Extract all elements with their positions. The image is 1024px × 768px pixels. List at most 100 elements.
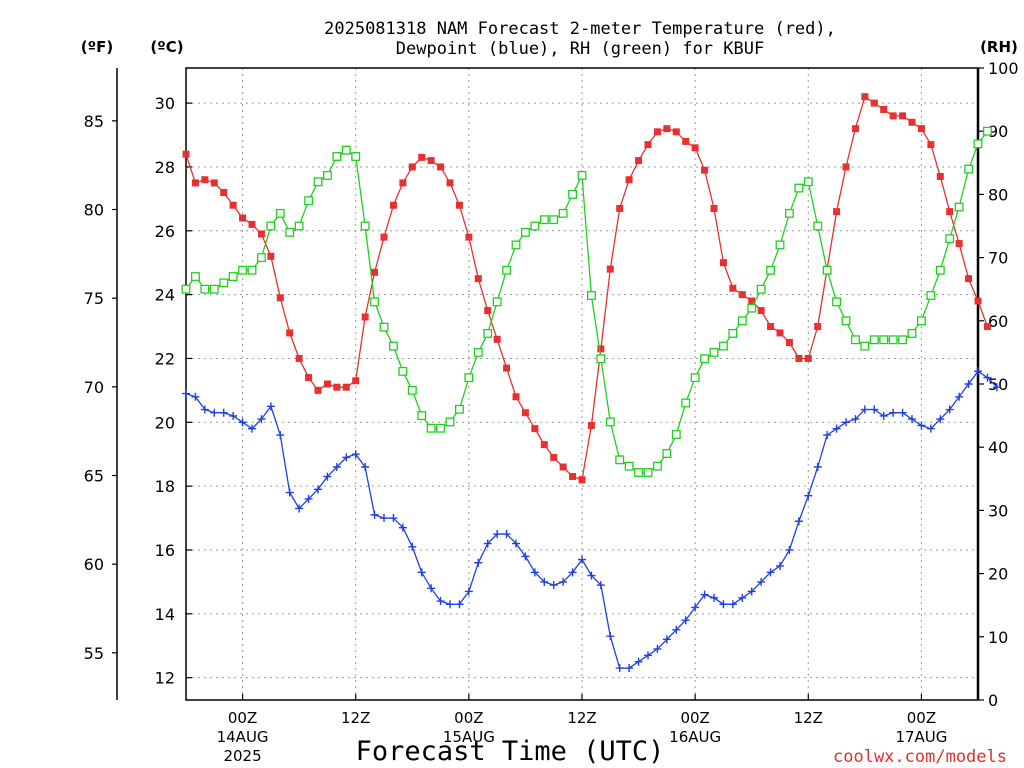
x-tick-label: 00Z <box>228 709 257 727</box>
dewpoint-point <box>578 555 586 564</box>
dewpoint-point <box>182 389 190 398</box>
rh-point <box>690 373 700 383</box>
temperature-point <box>267 252 275 260</box>
temperature-point <box>804 354 812 362</box>
rh-point <box>313 177 323 187</box>
dewpoint-point <box>889 408 898 417</box>
temperature-point <box>210 179 218 187</box>
dewpoint-point <box>380 514 388 523</box>
rh-point <box>539 215 549 225</box>
temperature-point <box>842 163 850 171</box>
temperature-point <box>833 208 841 216</box>
dewpoint-point <box>747 587 756 596</box>
rh-tick-label: 70 <box>988 249 1008 268</box>
temperature-point <box>785 339 793 347</box>
fahrenheit-unit-label: (ºF) <box>81 38 113 56</box>
rh-point <box>784 208 794 218</box>
dewpoint-point <box>908 415 916 424</box>
celsius-tick-label: 22 <box>155 349 175 368</box>
dewpoint-point <box>398 523 407 532</box>
celsius-tick-label: 26 <box>155 222 175 241</box>
temperature-point <box>795 354 803 362</box>
celsius-tick-label: 14 <box>155 605 175 624</box>
gridlines <box>186 68 978 700</box>
temperature-point <box>182 150 190 158</box>
x-tick-label: 00Z <box>454 709 483 727</box>
temperature-point <box>352 377 360 385</box>
rh-point <box>549 215 559 225</box>
temperature-point <box>880 105 888 113</box>
temperature-point <box>380 233 388 241</box>
dewpoint-point <box>587 571 596 580</box>
rh-point <box>492 297 502 307</box>
dewpoint-point <box>351 450 360 459</box>
dewpoint-point <box>210 408 219 417</box>
temperature-point <box>333 383 341 391</box>
rh-point <box>275 208 285 218</box>
rh-point <box>624 461 634 471</box>
temperature-point <box>446 179 454 187</box>
x-tick-date-label: 16AUG <box>669 728 721 746</box>
dewpoint-point <box>662 635 671 644</box>
dewpoint-point <box>832 424 841 433</box>
rh-point <box>634 468 644 477</box>
temperature-point <box>587 421 595 429</box>
rh-point <box>850 335 860 345</box>
temperature-point <box>418 153 426 161</box>
rh-point <box>483 328 493 338</box>
rh-point <box>426 423 436 433</box>
rh-point <box>709 347 719 357</box>
rh-point <box>832 297 842 307</box>
rh-point <box>662 449 672 458</box>
rh-point <box>464 373 474 383</box>
celsius-tick-label: 20 <box>155 413 175 432</box>
rh-point <box>200 284 210 294</box>
dewpoint-point <box>483 539 492 548</box>
dewpoint-point <box>521 552 530 561</box>
dewpoint-point <box>728 600 737 609</box>
rh-point <box>813 221 823 231</box>
temperature-point <box>493 335 501 343</box>
temperature-point <box>408 163 416 171</box>
dewpoint-point <box>276 431 285 440</box>
temperature-point <box>503 364 511 372</box>
celsius-tick-label: 16 <box>155 541 175 560</box>
fahrenheit-tick-label: 70 <box>84 378 104 397</box>
celsius-tick-label: 12 <box>155 669 175 688</box>
dewpoint-point <box>823 431 832 440</box>
temperature-point <box>305 374 313 382</box>
dewpoint-point <box>992 383 1001 392</box>
rh-point <box>398 366 408 376</box>
dewpoint-point <box>446 600 454 609</box>
dewpoint-point <box>870 405 879 414</box>
dewpoint-point <box>332 462 341 471</box>
fahrenheit-tick-label: 65 <box>84 467 104 486</box>
dewpoint-point <box>945 405 954 414</box>
fahrenheit-tick-label: 85 <box>84 112 104 131</box>
rh-point <box>520 227 530 237</box>
dewpoint-point <box>361 462 370 471</box>
temperature-point <box>701 166 709 174</box>
temperature-point <box>191 179 199 187</box>
temperature-point <box>814 323 822 331</box>
temperature-point <box>861 93 869 101</box>
rh-point <box>907 328 917 338</box>
temperature-point <box>983 323 991 331</box>
x-tick-date-label: 17AUG <box>895 728 947 746</box>
dewpoint-point <box>757 577 766 586</box>
temperature-point <box>597 345 605 353</box>
rh-point <box>766 265 776 275</box>
temperature-point <box>899 112 907 120</box>
rh-tick-label: 90 <box>988 122 1008 141</box>
rh-point <box>256 253 266 263</box>
rh-point <box>219 278 229 288</box>
rh-point <box>285 227 295 237</box>
dewpoint-point <box>860 405 869 414</box>
rh-point <box>294 221 304 231</box>
dewpoint-point <box>200 405 209 414</box>
dewpoint-point <box>474 558 483 567</box>
temperature-point <box>965 275 973 283</box>
dewpoint-point <box>502 530 511 539</box>
dewpoint-point <box>549 581 558 590</box>
dewpoint-point <box>295 504 304 513</box>
